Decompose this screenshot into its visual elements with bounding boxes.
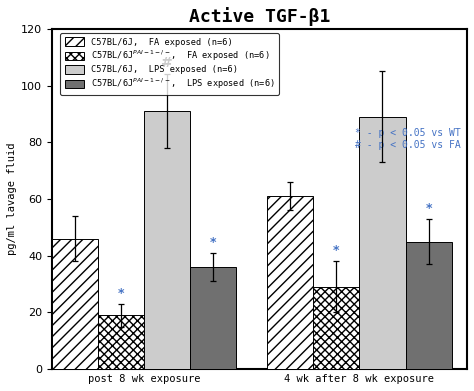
Legend: C57BL/6J,  FA exposed (n=6), C57BL/6J$^{PAI-1-/-}$,  FA exposed (n=6), C57BL/6J,: C57BL/6J, FA exposed (n=6), C57BL/6J$^{P… (60, 33, 279, 95)
Bar (191, 267, 237, 369)
Y-axis label: pg/ml lavage fluid: pg/ml lavage fluid (7, 143, 17, 255)
Bar (359, 117, 406, 369)
Bar (144, 111, 191, 369)
Bar (98, 315, 144, 369)
Bar (52, 239, 98, 369)
Text: * - p < 0.05 vs WT
# - p < 0.05 vs FA: * - p < 0.05 vs WT # - p < 0.05 vs FA (355, 128, 461, 150)
Text: *: * (210, 236, 217, 249)
Text: *: * (118, 287, 124, 300)
Text: #: # (161, 56, 173, 70)
Bar (313, 287, 359, 369)
Text: *: * (333, 244, 340, 257)
Bar (406, 242, 452, 369)
Title: Active TGF-β1: Active TGF-β1 (189, 7, 330, 26)
Bar (267, 196, 313, 369)
Text: *: * (425, 202, 432, 215)
